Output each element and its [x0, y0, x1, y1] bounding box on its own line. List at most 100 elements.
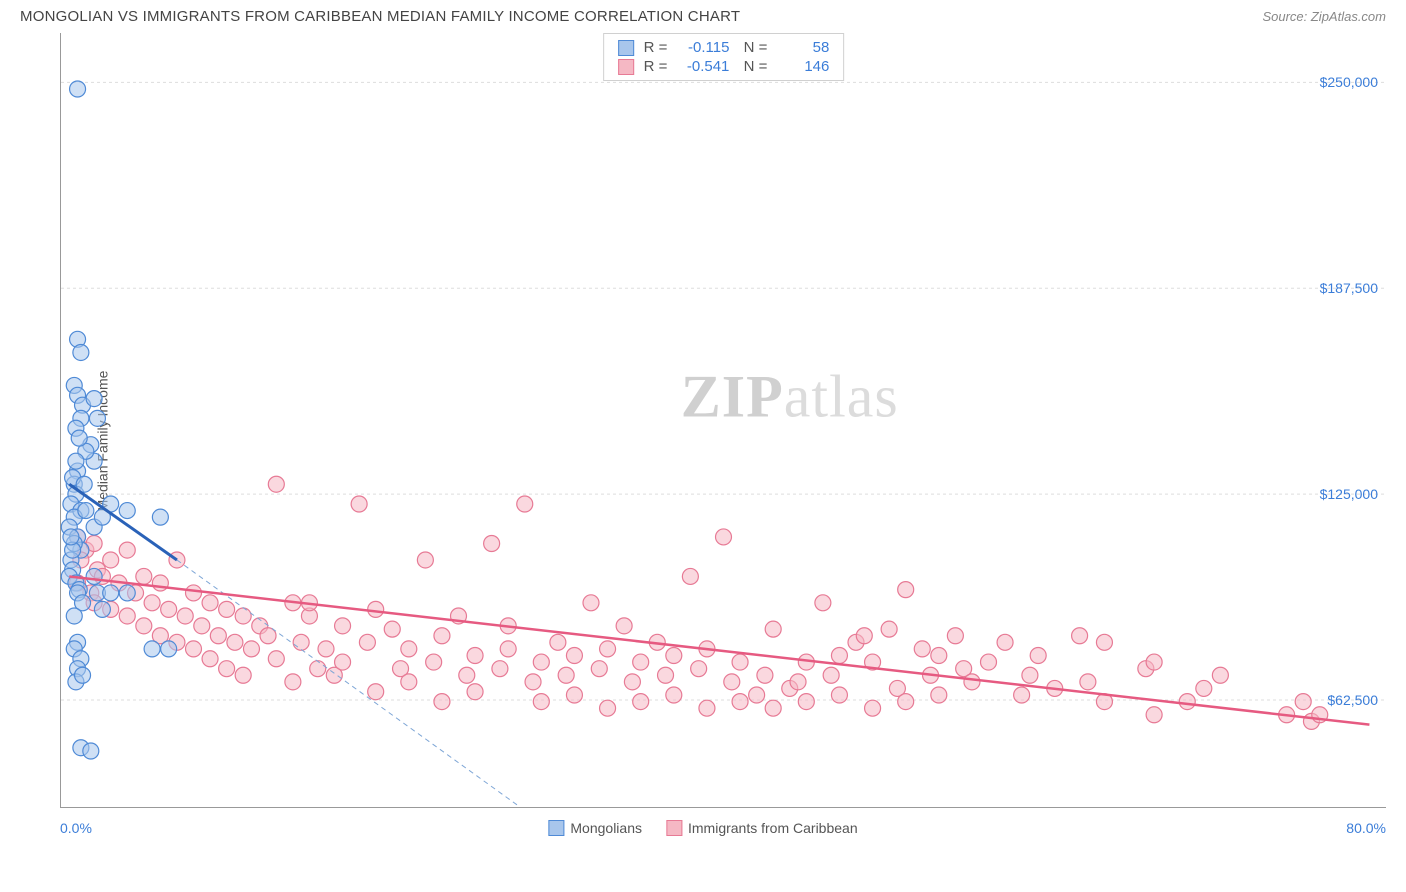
scatter-point [533, 654, 549, 670]
scatter-point [186, 585, 202, 601]
scatter-point [931, 687, 947, 703]
scatter-point [467, 647, 483, 663]
scatter-point [426, 654, 442, 670]
scatter-point [243, 641, 259, 657]
scatter-point [235, 667, 251, 683]
scatter-point [823, 667, 839, 683]
scatter-point [227, 634, 243, 650]
series-legend: Mongolians Immigrants from Caribbean [548, 820, 857, 836]
scatter-point [318, 641, 334, 657]
scatter-point [351, 496, 367, 512]
scatter-point [624, 674, 640, 690]
scatter-point [981, 654, 997, 670]
scatter-point [136, 568, 152, 584]
scatter-point [66, 608, 82, 624]
scatter-point [63, 529, 79, 545]
scatter-point [83, 743, 99, 759]
scatter-point [749, 687, 765, 703]
y-tick-label: $62,500 [1327, 692, 1378, 708]
legend-label-caribbean: Immigrants from Caribbean [688, 820, 858, 836]
scatter-point [467, 684, 483, 700]
scatter-point [103, 585, 119, 601]
scatter-point [856, 628, 872, 644]
source-prefix: Source: [1262, 9, 1310, 24]
y-tick-label: $125,000 [1320, 486, 1378, 502]
scatter-point [666, 647, 682, 663]
scatter-point [790, 674, 806, 690]
scatter-point [691, 661, 707, 677]
source-name: ZipAtlas.com [1311, 9, 1386, 24]
scatter-point [161, 601, 177, 617]
swatch-caribbean [618, 59, 634, 75]
scatter-point [103, 552, 119, 568]
scatter-point [1295, 694, 1311, 710]
scatter-point [285, 674, 301, 690]
x-max-label: 80.0% [1346, 820, 1386, 836]
r-label: R = [644, 58, 668, 75]
scatter-point [732, 694, 748, 710]
scatter-point [310, 661, 326, 677]
scatter-point [533, 694, 549, 710]
scatter-point [583, 595, 599, 611]
scatter-point [566, 687, 582, 703]
scatter-point [202, 595, 218, 611]
scatter-point [71, 430, 87, 446]
scatter-point [997, 634, 1013, 650]
chart-header: MONGOLIAN VS IMMIGRANTS FROM CARIBBEAN M… [0, 0, 1406, 33]
scatter-point [368, 601, 384, 617]
scatter-point [566, 647, 582, 663]
legend-swatch-mongolians [548, 820, 564, 836]
plot-area: ZIPatlas R = -0.115 N = 58 R = -0.541 N … [60, 33, 1386, 808]
scatter-point [401, 674, 417, 690]
scatter-point [335, 618, 351, 634]
scatter-point [558, 667, 574, 683]
scatter-point [765, 700, 781, 716]
scatter-point [73, 344, 89, 360]
legend-swatch-caribbean [666, 820, 682, 836]
scatter-point [384, 621, 400, 637]
scatter-point [765, 621, 781, 637]
chart-source: Source: ZipAtlas.com [1262, 9, 1386, 24]
x-min-label: 0.0% [60, 820, 92, 836]
scatter-point [136, 618, 152, 634]
scatter-point [161, 641, 177, 657]
scatter-point [434, 628, 450, 644]
scatter-point [1196, 680, 1212, 696]
n-label: N = [739, 58, 767, 75]
scatter-point [359, 634, 375, 650]
swatch-mongolians [618, 40, 634, 56]
legend-item-mongolians: Mongolians [548, 820, 642, 836]
scatter-point [600, 641, 616, 657]
scatter-point [724, 674, 740, 690]
scatter-point [459, 667, 475, 683]
scatter-point [368, 684, 384, 700]
scatter-point [86, 568, 102, 584]
scatter-point [914, 641, 930, 657]
r-value-caribbean: -0.541 [677, 58, 729, 75]
scatter-point [1080, 674, 1096, 690]
scatter-point [219, 601, 235, 617]
scatter-point [591, 661, 607, 677]
scatter-point [1096, 634, 1112, 650]
scatter-point [401, 641, 417, 657]
scatter-point [68, 453, 84, 469]
scatter-point [78, 503, 94, 519]
scatter-point [616, 618, 632, 634]
trend-line [69, 576, 1369, 724]
scatter-point [194, 618, 210, 634]
scatter-point [682, 568, 698, 584]
scatter-point [666, 687, 682, 703]
legend-row-mongolians: R = -0.115 N = 58 [618, 38, 830, 57]
scatter-point [89, 410, 105, 426]
n-label: N = [739, 39, 767, 56]
y-tick-label: $187,500 [1320, 280, 1378, 296]
scatter-point [119, 503, 135, 519]
n-value-caribbean: 146 [777, 58, 829, 75]
chart-container: Median Family Income ZIPatlas R = -0.115… [20, 33, 1386, 848]
scatter-point [633, 654, 649, 670]
scatter-point [716, 529, 732, 545]
scatter-point [417, 552, 433, 568]
scatter-point [434, 694, 450, 710]
scatter-point [293, 634, 309, 650]
scatter-point [831, 647, 847, 663]
